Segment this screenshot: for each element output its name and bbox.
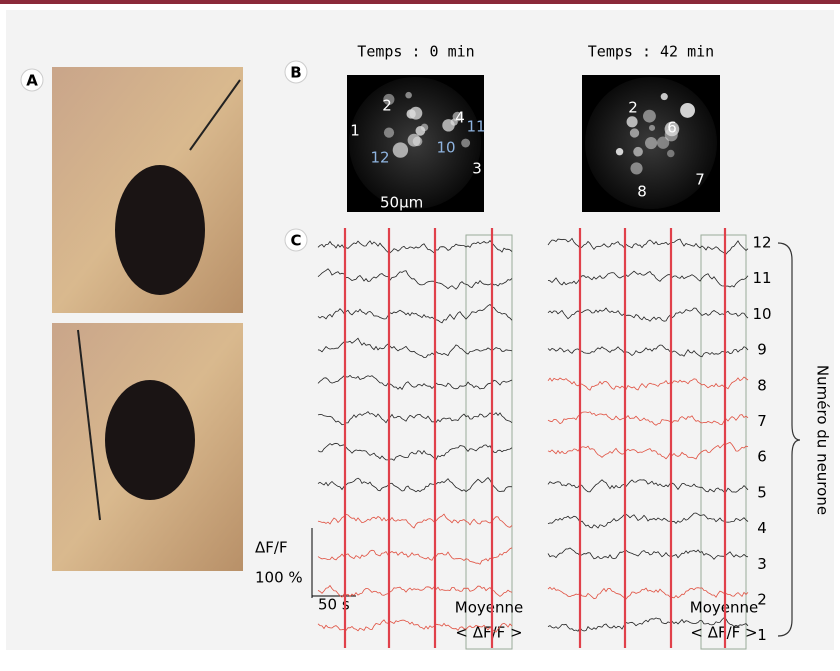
panel-label: C [290, 232, 301, 250]
panel-label: B [290, 64, 301, 82]
cell [657, 137, 669, 149]
axis-label: Numéro du neurone [814, 365, 832, 515]
neuron-number: 6 [757, 448, 767, 466]
cell [405, 92, 412, 99]
neuron-number: 5 [757, 483, 767, 501]
neuron-number: 8 [757, 376, 767, 394]
cell [649, 125, 655, 131]
cell-label: 11 [466, 118, 485, 136]
cell-label: 2 [382, 97, 392, 115]
cell [633, 147, 643, 157]
mean-formula: < ΔF/F > [455, 624, 522, 642]
scale-y-label: ΔF/F [255, 539, 288, 557]
cell [643, 110, 656, 123]
cell-label: 10 [436, 139, 455, 157]
cell [413, 137, 423, 147]
cell [461, 139, 470, 148]
cell [616, 148, 623, 155]
cell [667, 150, 675, 158]
neuron-number: 10 [752, 305, 771, 323]
cell [384, 128, 394, 138]
cell [393, 142, 408, 157]
mouse [105, 380, 195, 500]
cell [421, 124, 429, 132]
cell-label: 8 [637, 183, 647, 201]
neuron-number: 11 [752, 269, 771, 287]
cell [680, 103, 695, 118]
cell-label: 7 [695, 171, 705, 189]
cell [661, 93, 668, 100]
neuron-number: 3 [757, 555, 767, 573]
cell-label: 2 [628, 99, 638, 117]
cell [627, 116, 638, 127]
cell [409, 107, 422, 120]
cell-label: 4 [455, 109, 465, 127]
image-title: Temps : 42 min [588, 43, 714, 61]
cell-label: 12 [370, 149, 389, 167]
neuron-number: 1 [757, 626, 767, 644]
neuron-number: 7 [757, 412, 767, 430]
cell-label: 3 [472, 160, 482, 178]
cell [630, 128, 639, 137]
figure: Numéro du neurone ΔF/F 100 % 50 s Temps … [0, 0, 840, 667]
scale-y: 100 % [255, 569, 303, 587]
neuron-number: 9 [757, 341, 767, 359]
neuron-number: 4 [757, 519, 767, 537]
top-bar [0, 0, 840, 4]
cell-label: 6 [667, 119, 677, 137]
neuron-number: 12 [752, 234, 771, 252]
neuron-number: 2 [757, 591, 767, 609]
image-title: Temps : 0 min [357, 43, 474, 61]
mean-label: Moyenne [455, 599, 523, 617]
mouse [115, 165, 205, 295]
cell [630, 162, 642, 174]
image-scale: 50µm [380, 194, 423, 212]
cell-label: 1 [350, 122, 360, 140]
cell [645, 137, 657, 149]
panel-label: A [26, 72, 38, 90]
cell [442, 119, 454, 131]
